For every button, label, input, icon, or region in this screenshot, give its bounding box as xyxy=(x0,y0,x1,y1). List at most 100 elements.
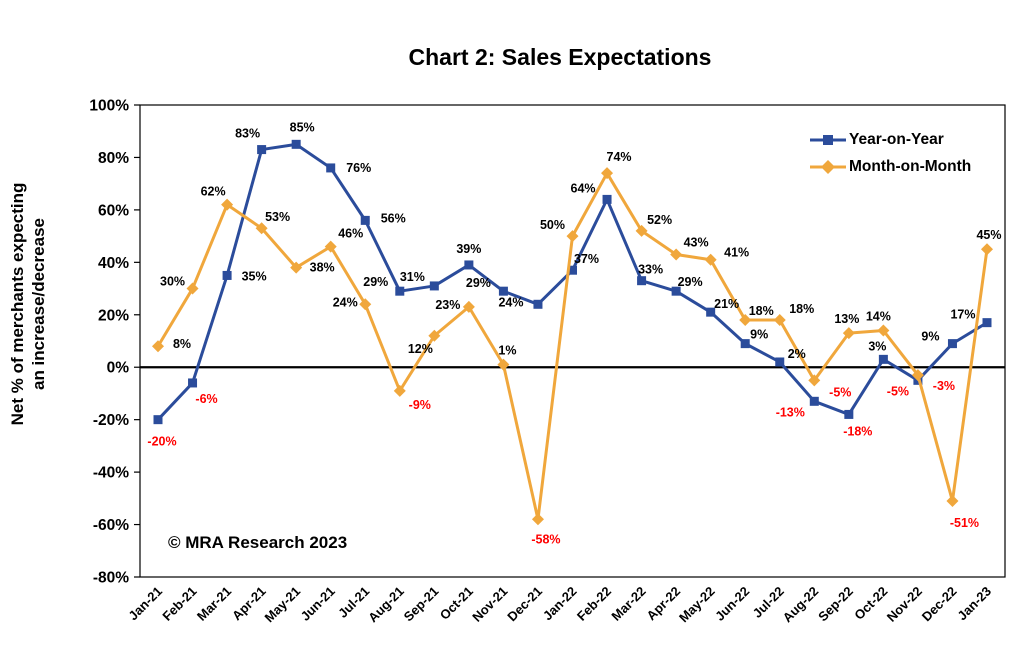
data-label: 38% xyxy=(310,261,335,275)
data-point-marker xyxy=(602,194,612,204)
data-label: 13% xyxy=(834,312,859,326)
x-axis-tick-label: Jan-21 xyxy=(125,584,165,624)
data-point-marker xyxy=(153,415,163,425)
data-label: 41% xyxy=(724,246,749,260)
data-label: 52% xyxy=(647,213,672,227)
legend-label-month-on-month: Month-on-Month xyxy=(849,158,972,175)
legend-item-year-on-year: Year-on-Year xyxy=(810,131,971,149)
data-label: 33% xyxy=(638,263,663,277)
data-point-marker xyxy=(531,513,544,526)
data-point-marker xyxy=(188,378,198,388)
plot-border xyxy=(139,104,1006,578)
y-axis-tick-label: 20% xyxy=(98,307,129,324)
x-axis-tick-label: Mar-22 xyxy=(608,584,648,624)
data-point-marker xyxy=(497,358,510,371)
data-label: -9% xyxy=(409,398,431,412)
data-point-marker xyxy=(706,307,716,317)
data-label: 17% xyxy=(950,308,975,322)
data-point-marker xyxy=(740,339,750,349)
data-label: -5% xyxy=(829,385,851,399)
data-point-marker xyxy=(671,286,681,296)
data-label: 29% xyxy=(466,276,491,290)
y-axis-tick-label: -20% xyxy=(93,412,129,429)
data-label: 18% xyxy=(749,304,774,318)
x-axis-tick-label: Dec-21 xyxy=(504,584,545,625)
legend-diamond-marker xyxy=(821,160,835,174)
data-label: 9% xyxy=(921,330,939,344)
data-point-marker xyxy=(395,286,405,296)
data-label: 24% xyxy=(333,295,358,309)
legend-square-marker xyxy=(823,135,833,145)
month-on-month-line-marker-icon xyxy=(810,160,846,174)
y-axis-tick-label: 80% xyxy=(98,150,129,167)
data-label: -3% xyxy=(933,379,955,393)
data-label: 29% xyxy=(363,275,388,289)
data-label: -13% xyxy=(776,405,805,419)
y-axis-tick-label: 40% xyxy=(98,255,129,272)
data-label: 35% xyxy=(242,269,267,283)
data-point-marker xyxy=(739,314,752,327)
data-label: 50% xyxy=(540,218,565,232)
data-point-marker xyxy=(844,409,854,419)
x-axis-tick-label: Oct-21 xyxy=(437,584,476,623)
data-point-marker xyxy=(221,198,234,211)
data-label: 18% xyxy=(789,302,814,316)
chart-legend: Year-on-Year Month-on-Month xyxy=(810,131,971,176)
data-point-marker xyxy=(670,248,683,261)
copyright-note: © MRA Research 2023 xyxy=(168,533,348,552)
data-point-marker xyxy=(775,357,785,367)
data-point-marker xyxy=(222,270,232,280)
x-axis-tick-label: Jun-21 xyxy=(298,584,338,624)
data-label: 12% xyxy=(408,342,433,356)
data-label: 37% xyxy=(574,252,599,266)
x-axis-tick-label: Aug-21 xyxy=(365,584,407,626)
x-axis-tick-label: Feb-22 xyxy=(574,584,614,624)
data-label: 9% xyxy=(750,328,768,342)
month-on-month-series-line xyxy=(156,171,989,521)
data-label: 62% xyxy=(201,185,226,199)
x-axis-tick-label: Jun-22 xyxy=(712,584,752,624)
data-label: 45% xyxy=(976,228,1001,242)
data-label: -58% xyxy=(531,532,560,546)
data-point-marker xyxy=(566,230,579,243)
data-label: -5% xyxy=(887,384,909,398)
y-axis-tick-label: 0% xyxy=(107,360,130,377)
data-point-marker xyxy=(946,494,959,507)
data-label: 53% xyxy=(265,210,290,224)
data-point-marker xyxy=(429,281,439,291)
data-point-marker xyxy=(291,139,301,149)
year-on-year-line-marker-icon xyxy=(810,135,846,145)
data-point-marker xyxy=(981,243,993,256)
data-label: -20% xyxy=(147,435,176,449)
data-point-marker xyxy=(152,340,164,353)
data-label: 76% xyxy=(346,161,371,175)
data-point-marker xyxy=(359,298,372,311)
data-point-marker xyxy=(464,260,474,270)
x-axis-tick-label: Jan-23 xyxy=(954,584,994,624)
data-point-marker xyxy=(947,339,957,349)
x-axis-tick-label: Aug-22 xyxy=(780,584,822,626)
data-label: 30% xyxy=(160,275,185,289)
data-point-marker xyxy=(428,329,441,342)
x-axis-tick-label: May-21 xyxy=(262,584,304,626)
data-point-marker xyxy=(635,224,648,237)
data-point-marker xyxy=(601,167,614,180)
data-point-marker xyxy=(326,163,336,173)
y-axis-tick-label: -60% xyxy=(93,517,129,534)
data-label: 21% xyxy=(714,297,739,311)
data-point-marker xyxy=(637,276,647,286)
chart-title: Chart 2: Sales Expectations xyxy=(408,44,712,70)
data-label: 23% xyxy=(435,298,460,312)
data-label: 56% xyxy=(381,211,406,225)
data-point-marker xyxy=(393,384,406,397)
x-axis-tick-label: Mar-21 xyxy=(194,584,234,624)
data-label: 85% xyxy=(290,120,315,134)
data-label: 8% xyxy=(173,337,191,351)
data-point-marker xyxy=(186,282,199,295)
data-label: 14% xyxy=(866,310,891,324)
data-point-marker xyxy=(360,215,370,225)
data-point-marker xyxy=(877,324,890,337)
data-label: 39% xyxy=(456,242,481,256)
